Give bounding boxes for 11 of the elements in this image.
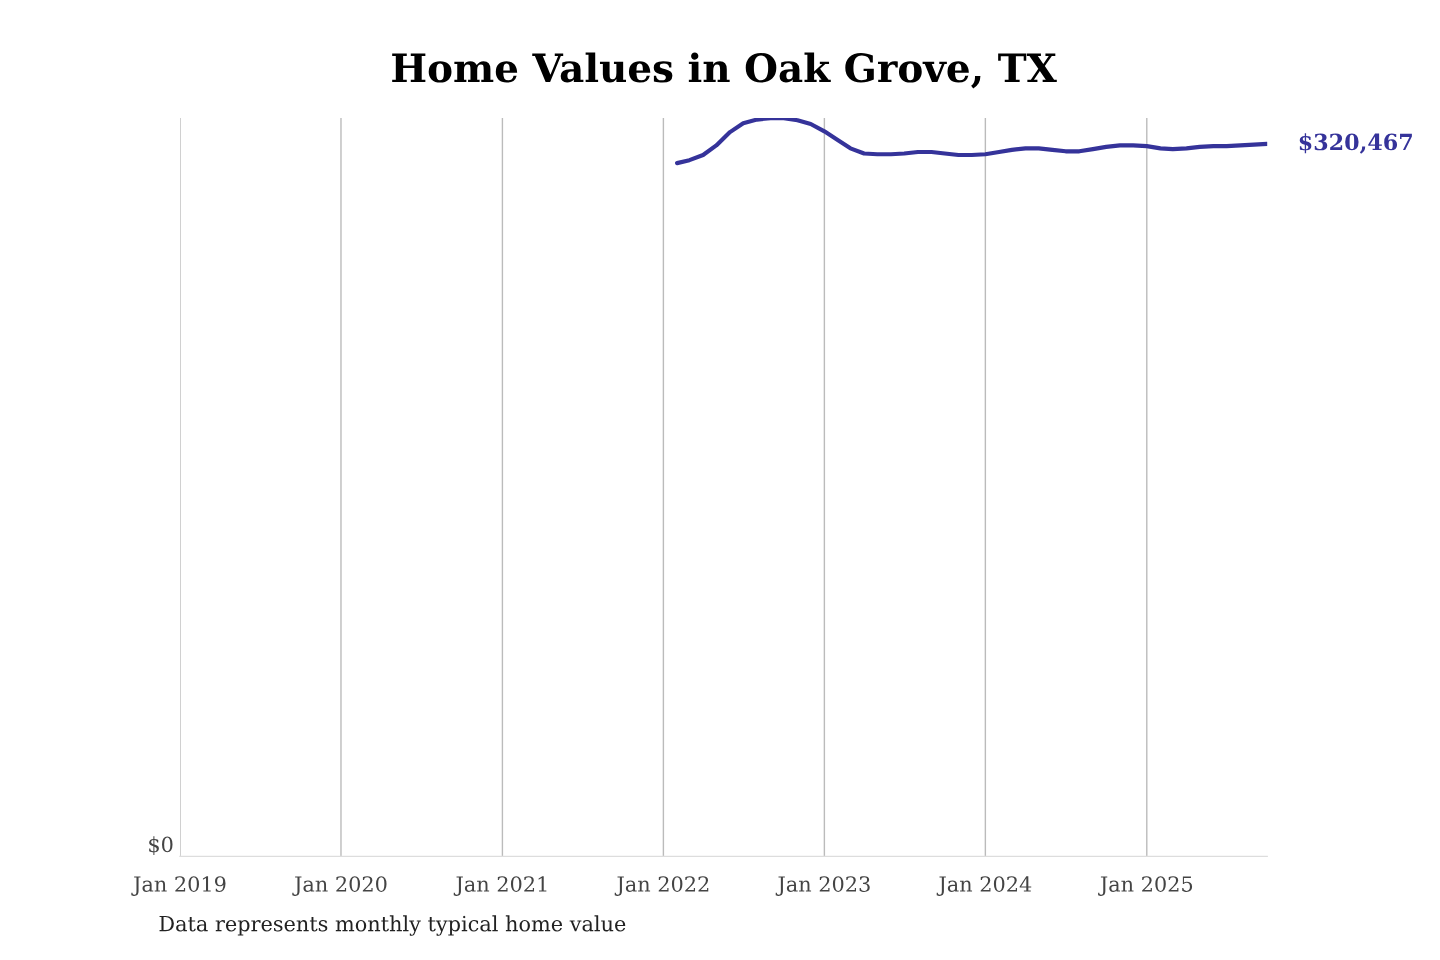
chart-title: Home Values in Oak Grove, TX <box>392 52 1057 89</box>
x-tick-label: Jan 2022 <box>614 876 709 896</box>
x-tick-label: Jan 2019 <box>131 876 226 896</box>
text: Data represents monthly typical home value <box>159 915 626 936</box>
x-tick-label: Jan 2025 <box>1098 876 1193 896</box>
x-tick-label: Jan 2021 <box>453 876 547 896</box>
text: $0 <box>149 836 173 856</box>
x-tick-label: Jan 2023 <box>775 876 870 896</box>
x-tick-label: Jan 2024 <box>936 876 1032 896</box>
x-tick-label: Jan 2020 <box>292 876 387 896</box>
annotation: $320,467 <box>1299 133 1412 154</box>
